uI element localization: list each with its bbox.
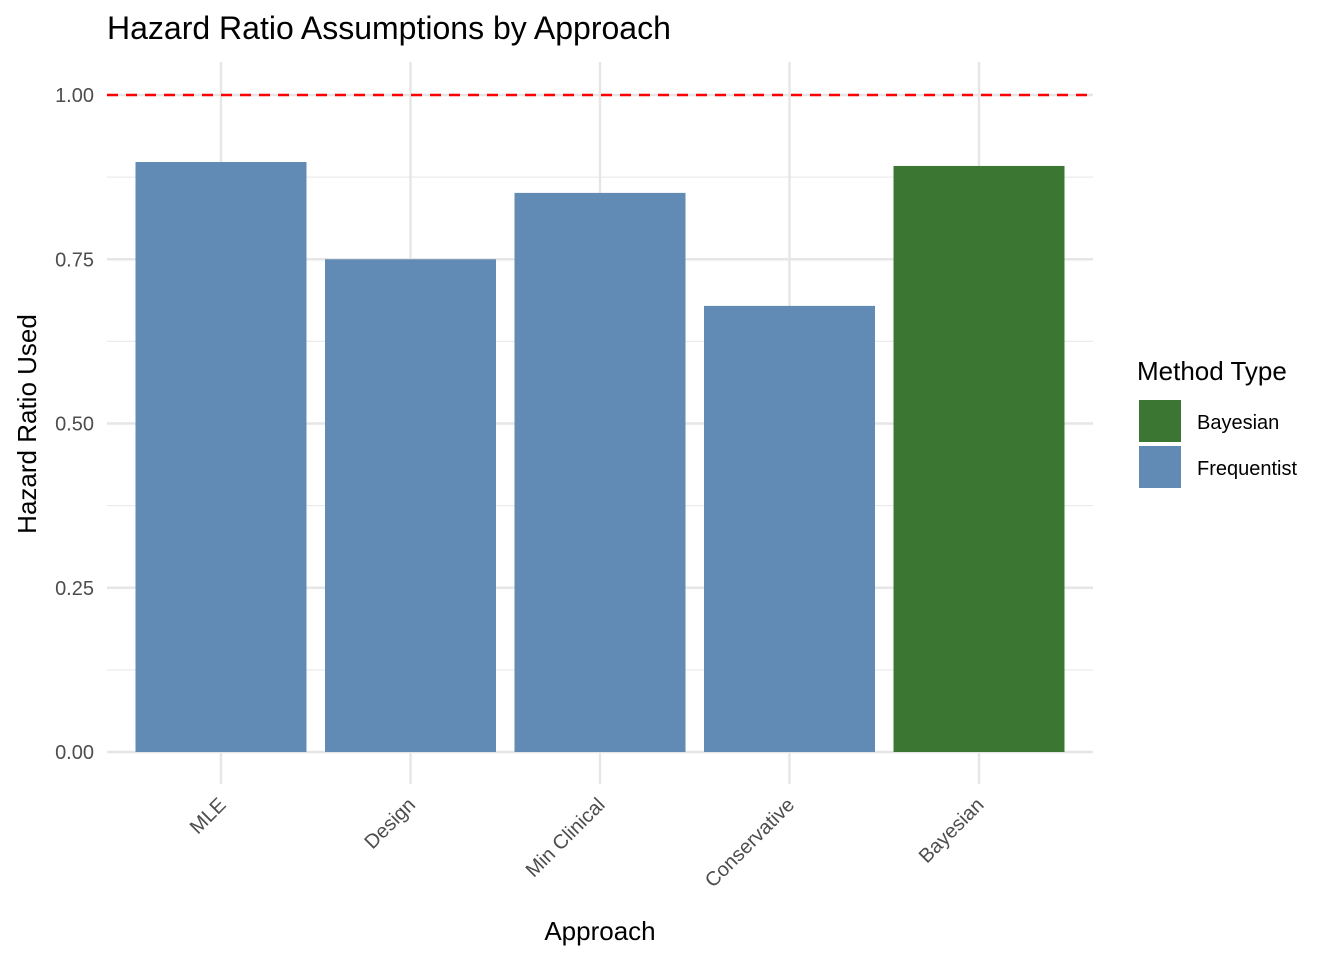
x-axis-title: Approach <box>544 916 655 946</box>
x-tick-label: Design <box>360 794 420 854</box>
y-tick-label: 0.25 <box>55 578 94 600</box>
bar-bayesian <box>893 165 1065 752</box>
bar-conservative <box>704 305 875 752</box>
bar-min-clinical <box>514 192 686 752</box>
x-axis-ticks: MLE Design Min Clinical Conservative Bayesia… <box>186 794 989 892</box>
x-tick-label: Min Clinical <box>522 794 610 882</box>
legend-key-frequentist <box>1139 446 1181 488</box>
bars <box>135 162 1065 752</box>
legend-title: Method Type <box>1137 356 1287 386</box>
y-tick-label: 0.75 <box>55 249 94 271</box>
y-tick-label: 0.50 <box>55 414 94 436</box>
x-tick-label: MLE <box>186 794 231 839</box>
x-tick-label: Conservative <box>701 794 799 892</box>
bar-design <box>325 259 496 752</box>
legend-key-bayesian <box>1139 400 1181 442</box>
y-tick-label: 1.00 <box>55 85 94 107</box>
legend: Method Type Bayesian Frequentist <box>1137 356 1297 488</box>
chart-title: Hazard Ratio Assumptions by Approach <box>107 10 671 46</box>
y-axis-ticks: 0.00 0.25 0.50 0.75 1.00 <box>55 85 94 764</box>
legend-label: Bayesian <box>1197 412 1279 434</box>
legend-label: Frequentist <box>1197 458 1297 480</box>
bar-mle <box>135 162 307 752</box>
y-tick-label: 0.00 <box>55 742 94 764</box>
y-axis-title: Hazard Ratio Used <box>12 314 42 534</box>
x-tick-label: Bayesian <box>915 794 989 868</box>
